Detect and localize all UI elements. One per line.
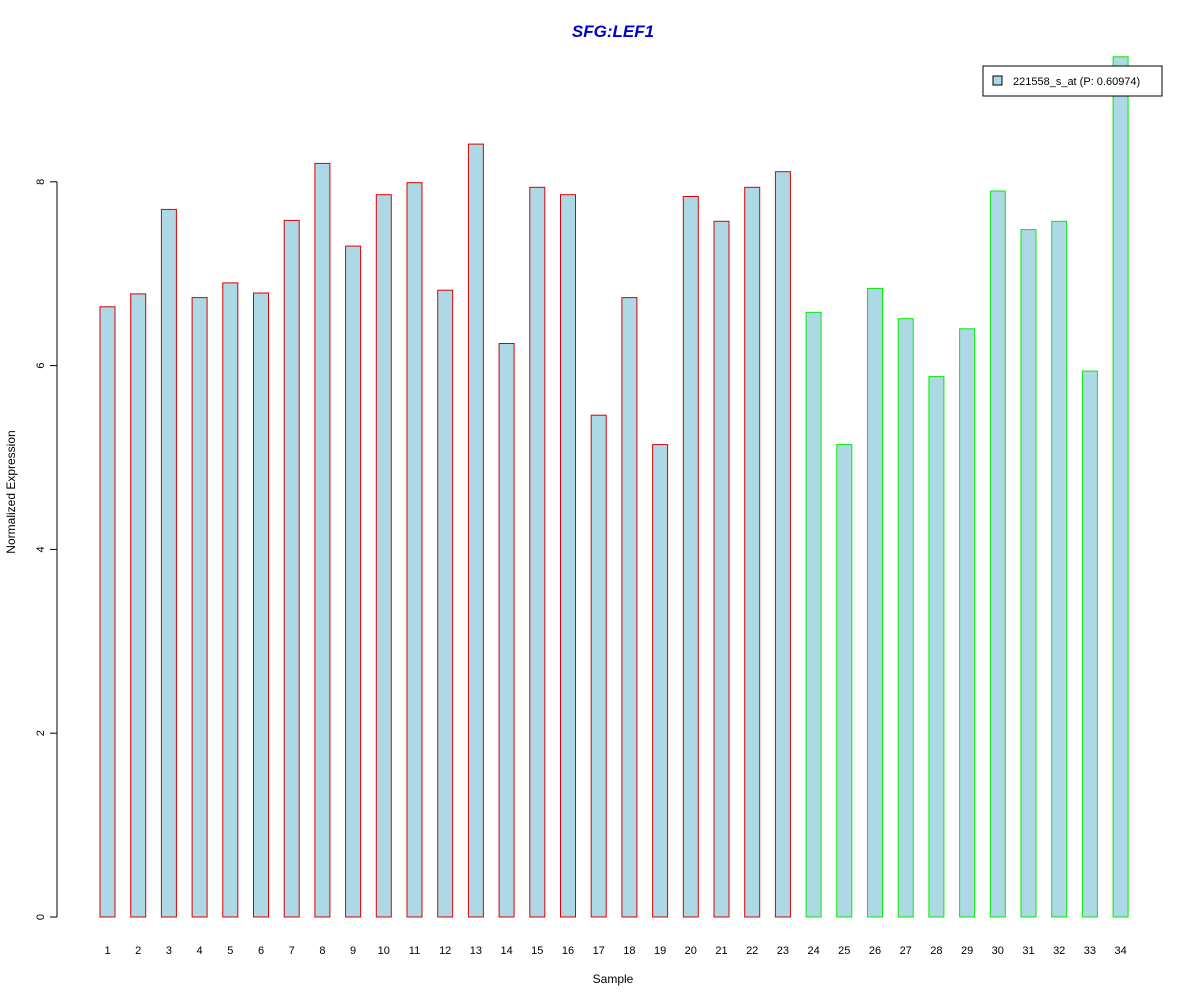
bar <box>560 194 576 918</box>
y-tick-label: 4 <box>35 546 47 552</box>
bar <box>713 220 730 918</box>
bar <box>836 444 853 918</box>
y-axis-label: Normalized Expression <box>4 430 18 553</box>
bar <box>406 182 423 918</box>
x-tick-label: 11 <box>409 945 420 957</box>
bar <box>1051 220 1068 918</box>
bar <box>130 293 147 918</box>
x-tick-label: 16 <box>562 945 574 957</box>
x-tick-label: 32 <box>1053 945 1065 957</box>
x-tick-label: 18 <box>623 945 635 957</box>
x-axis-label: Sample <box>593 972 634 986</box>
x-tick-label: 14 <box>500 945 512 957</box>
bar <box>774 171 791 918</box>
x-tick-label: 25 <box>838 945 850 957</box>
y-axis: 0 2 4 6 8 <box>35 179 58 920</box>
bar <box>590 414 607 918</box>
y-tick-label: 2 <box>35 730 47 736</box>
bar <box>191 297 208 918</box>
x-tick-label: 7 <box>289 945 295 957</box>
bar <box>989 190 1006 918</box>
x-tick-label: 1 <box>104 945 110 957</box>
chart-title: SFG:LEF1 <box>572 22 654 41</box>
x-tick-label: 23 <box>777 945 789 957</box>
x-tick-label: 21 <box>715 945 727 957</box>
bar <box>621 297 638 918</box>
bar <box>375 194 392 918</box>
x-tick-label: 8 <box>319 945 325 957</box>
legend-swatch <box>992 75 1003 86</box>
x-tick-label: 20 <box>685 945 697 957</box>
legend: 221558_s_at (P: 0.60974) <box>982 65 1163 97</box>
bar <box>1112 56 1129 918</box>
bar <box>253 292 269 918</box>
bar <box>867 287 883 918</box>
bar <box>744 186 761 918</box>
bar <box>1020 229 1037 918</box>
x-tick-label: 33 <box>1084 945 1096 957</box>
x-tick-label: 19 <box>654 945 666 957</box>
x-tick-label: 9 <box>350 945 356 957</box>
bar <box>222 282 239 918</box>
x-tick-label: 17 <box>593 945 605 957</box>
x-tick-label: 4 <box>197 945 203 957</box>
x-tick-label: 24 <box>807 945 819 957</box>
x-tick-label: 34 <box>1114 945 1126 957</box>
x-tick-label: 12 <box>439 945 451 957</box>
x-tick-label: 31 <box>1022 945 1034 957</box>
legend-label: 221558_s_at (P: 0.60974) <box>1013 76 1140 88</box>
x-tick-label: 27 <box>900 945 912 957</box>
legend-box <box>982 65 1163 97</box>
bar <box>283 219 300 918</box>
x-tick-label: 28 <box>930 945 942 957</box>
y-tick-label: 6 <box>35 363 47 369</box>
bar <box>897 318 914 918</box>
bar <box>467 143 484 918</box>
bar <box>682 196 699 918</box>
x-tick-label: 26 <box>869 945 881 957</box>
bar <box>928 376 945 918</box>
bar <box>529 186 546 918</box>
x-tick-label: 22 <box>746 945 758 957</box>
bar <box>345 245 362 918</box>
bar <box>805 311 822 918</box>
y-tick-label: 8 <box>35 179 47 185</box>
y-tick-label: 0 <box>35 914 47 920</box>
x-tick-label: 29 <box>961 945 973 957</box>
x-tick-label: 13 <box>470 945 482 957</box>
x-tick-label: 2 <box>135 945 141 957</box>
x-tick-label: 5 <box>227 945 233 957</box>
x-tick-label: 6 <box>258 945 264 957</box>
x-tick-labels: 1 2 3 4 5 6 7 8 9 10 11 12 13 14 15 16 17 18 19 20 21 22 23 24 2… <box>104 945 1126 957</box>
x-tick-label: 30 <box>992 945 1004 957</box>
bar <box>652 444 669 918</box>
x-tick-label: 15 <box>531 945 543 957</box>
x-tick-label: 10 <box>378 945 390 957</box>
bar <box>314 162 331 918</box>
bar <box>437 289 454 918</box>
bar <box>99 306 116 918</box>
bar <box>498 343 515 918</box>
bars <box>99 56 1129 918</box>
bar <box>959 328 976 918</box>
bar <box>160 208 177 918</box>
x-tick-label: 3 <box>166 945 172 957</box>
bar <box>1081 370 1098 918</box>
